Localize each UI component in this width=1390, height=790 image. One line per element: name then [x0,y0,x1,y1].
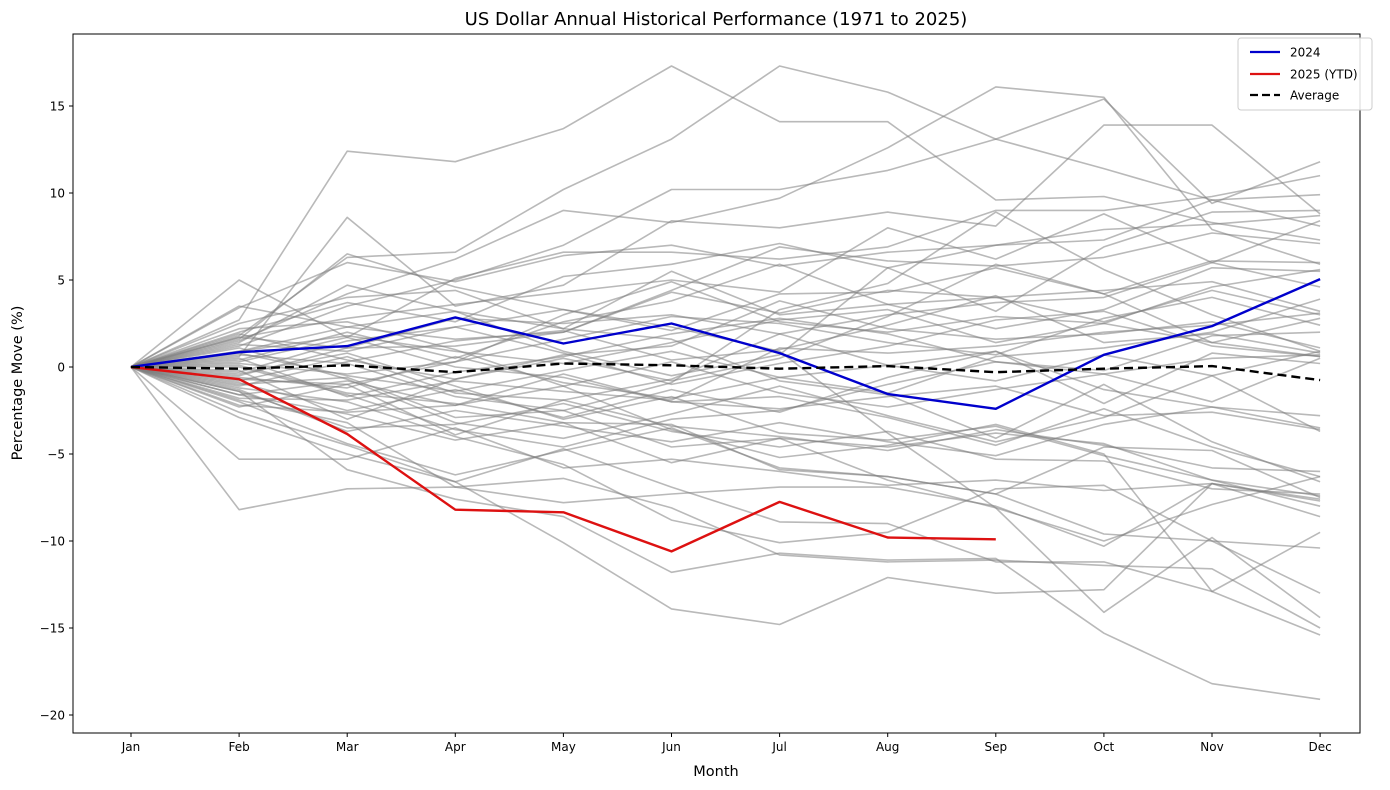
historical-line-48 [130,312,1321,401]
x-tick-label-may: May [551,740,576,754]
x-tick-label-jan: Jan [121,740,141,754]
x-tick-label-aug: Aug [876,740,899,754]
highlight-lines [130,277,1321,553]
legend-box [1237,37,1373,111]
historical-line-20 [130,298,1321,394]
historical-line-46 [130,261,1321,401]
y-tick-label: 0 [57,361,65,375]
x-tick-label-apr: Apr [445,740,466,754]
series-line-average [130,362,1321,382]
historical-line-53 [130,366,1321,431]
historical-line-13 [130,280,1321,377]
legend: 2024 2025 (YTD) Average [1237,37,1373,111]
historical-line-1 [130,65,1321,368]
historical-line-21 [130,350,1321,400]
y-tick-label: −5 [47,448,65,462]
historical-line-42 [130,320,1321,636]
historical-line-23 [130,350,1321,429]
historical-line-52 [130,280,1321,386]
historical-line-7 [130,193,1321,368]
plot-frame [72,33,1361,734]
historical-line-24 [130,347,1321,443]
historical-lines [130,65,1321,701]
historical-line-50 [130,366,1321,495]
y-tick-label: −20 [40,709,65,723]
historical-line-33 [130,366,1321,626]
x-axis: Jan Feb Mar Apr May Jun Jul Aug Sep Oct Nov Dec [121,733,1332,754]
historical-line-8 [130,209,1321,368]
chart-title: US Dollar Annual Historical Performance … [465,9,968,30]
historical-line-34 [130,366,1321,701]
historical-line-16 [130,300,1321,381]
historical-line-5 [130,124,1321,368]
x-tick-label-mar: Mar [336,740,359,754]
historical-line-43 [130,211,1321,412]
y-axis: 15 10 5 0 −5 −10 −15 −20 [40,100,73,723]
x-tick-label-dec: Dec [1308,740,1331,754]
y-axis-label: Percentage Move (%) [10,306,26,461]
x-tick-label-sep: Sep [984,740,1007,754]
historical-line-40 [130,289,1321,483]
y-tick-label: 15 [50,100,65,114]
legend-label-2024: 2024 [1290,46,1321,60]
x-axis-label: Month [693,764,738,780]
x-tick-label-oct: Oct [1094,740,1115,754]
x-tick-label-jun: Jun [661,740,681,754]
y-tick-label: 10 [50,187,65,201]
historical-line-49 [130,214,1321,377]
historical-line-9 [130,213,1321,368]
historical-line-44 [130,270,1321,368]
historical-line-37 [130,366,1321,542]
x-tick-label-nov: Nov [1200,740,1223,754]
y-tick-label: −15 [40,622,65,636]
x-tick-label-feb: Feb [228,740,249,754]
historical-line-29 [130,366,1321,502]
legend-label-average: Average [1290,89,1339,103]
y-tick-label: 5 [57,274,65,288]
historical-line-47 [131,357,1321,448]
legend-label-2025-ytd: 2025 (YTD) [1290,68,1358,82]
series-line-2024 [130,277,1321,410]
series-line-2025-ytd [130,365,996,553]
y-tick-label: −10 [40,535,65,549]
historical-line-4 [130,98,1321,368]
x-tick-label-jul: Jul [771,740,786,754]
historical-line-30 [130,366,1321,593]
